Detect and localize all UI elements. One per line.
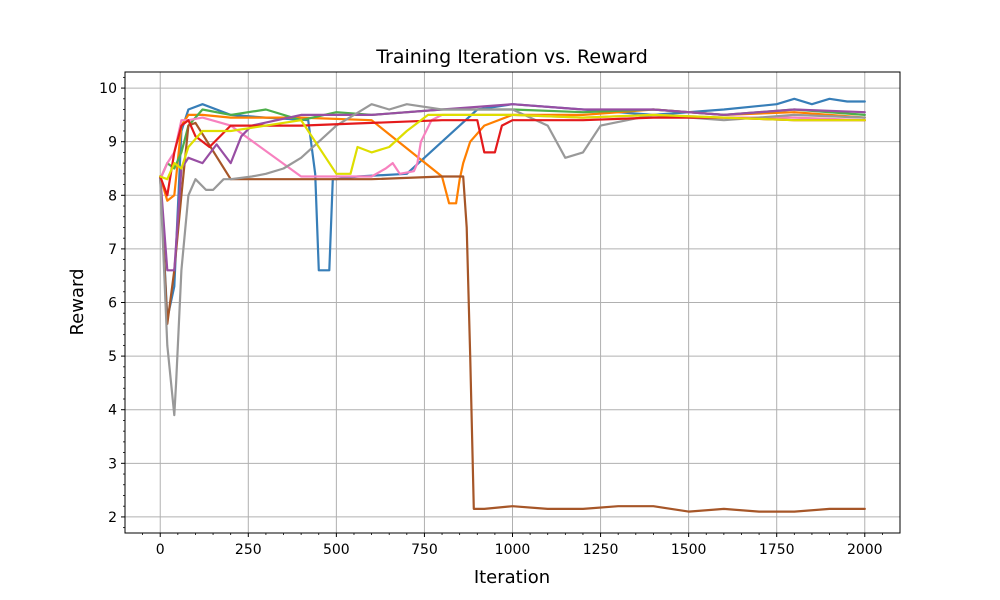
y-tick-label: 3 bbox=[108, 456, 117, 472]
x-tick-label: 500 bbox=[323, 542, 350, 558]
x-tick-label: 1500 bbox=[671, 542, 707, 558]
y-tick-label: 9 bbox=[108, 135, 117, 151]
y-axis-label: Reward bbox=[67, 268, 88, 335]
chart-title: Training Iteration vs. Reward bbox=[375, 46, 648, 68]
x-axis: 0 250 500 750 1000 1250 1500 1750 2000 bbox=[142, 533, 883, 558]
y-tick-label: 10 bbox=[99, 81, 117, 97]
y-tick-label: 5 bbox=[108, 349, 117, 365]
y-tick-label: 6 bbox=[108, 296, 117, 312]
series-line-8 bbox=[159, 116, 866, 197]
x-tick-label: 1250 bbox=[583, 542, 619, 558]
y-tick-label: 7 bbox=[108, 242, 117, 258]
y-tick-label: 8 bbox=[108, 188, 117, 204]
y-tick-label: 2 bbox=[108, 510, 117, 526]
x-tick-label: 750 bbox=[411, 542, 438, 558]
x-tick-label: 1750 bbox=[759, 542, 795, 558]
grid bbox=[125, 72, 900, 533]
series-line-7 bbox=[159, 103, 866, 417]
x-axis-label: Iteration bbox=[474, 567, 550, 588]
series-line-9 bbox=[159, 113, 866, 181]
x-tick-label: 0 bbox=[156, 542, 165, 558]
x-tick-label: 250 bbox=[235, 542, 262, 558]
x-tick-label: 2000 bbox=[847, 542, 883, 558]
y-tick-label: 4 bbox=[108, 403, 117, 419]
plot-area bbox=[159, 97, 866, 513]
x-tick-label: 1000 bbox=[495, 542, 531, 558]
y-axis: 2 3 4 5 6 7 8 9 10 bbox=[99, 76, 125, 529]
